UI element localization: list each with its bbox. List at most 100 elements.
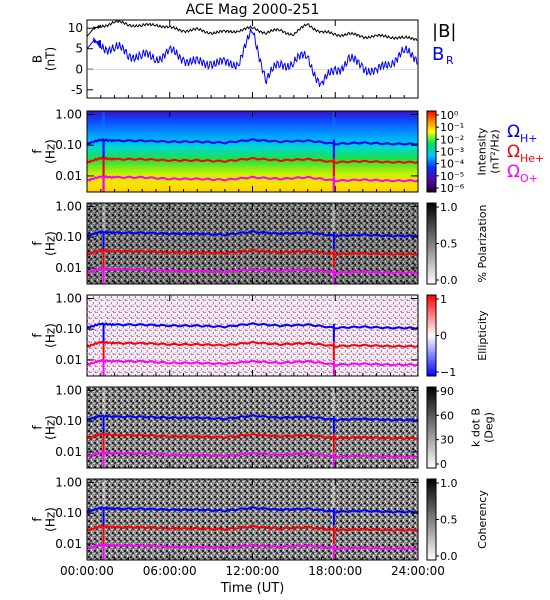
x-tick-label: 00:00:00 xyxy=(60,564,114,578)
gyro-curve-hplus xyxy=(86,230,419,238)
gyro-legend-subscript: O+ xyxy=(520,172,538,185)
y-tick-label: 0.10 xyxy=(55,322,82,336)
colorbar-tick-label: 30 xyxy=(440,434,454,447)
colorbar-polarization xyxy=(426,202,437,285)
colorbar-tick-label: 10⁻⁴ xyxy=(440,158,465,171)
gyro-curve-oplus xyxy=(86,543,419,551)
y-tick-label: -5 xyxy=(71,83,83,97)
colorbar-coherency xyxy=(426,478,437,561)
colorbar-tick-label: 0.5 xyxy=(440,514,458,527)
gyro-curve-hplus xyxy=(86,138,419,146)
intensity-colorbar-label: Intensity (nT²/Hz) xyxy=(476,127,502,175)
colorbar-intensity xyxy=(426,110,437,193)
ellipticity-colorbar-label-line: Ellipticity xyxy=(476,310,489,361)
polarization-colorbar-label-line: % Polarization xyxy=(476,205,489,283)
colorbar-tick-label: 10⁰ xyxy=(440,109,459,122)
y-tick-label: 1.00 xyxy=(55,108,82,122)
y-tick-label: 0.01 xyxy=(55,537,82,551)
polarization-y-label: f (Hz) xyxy=(31,231,58,256)
kdotb-colorbar-label: k dot B (Deg) xyxy=(470,408,496,447)
series-line-b-r xyxy=(86,28,418,88)
gyro-curve-oplus xyxy=(86,451,419,459)
field-y-label-line: B xyxy=(31,55,45,63)
y-tick-label: 0.01 xyxy=(55,261,82,275)
x-tick-label: 24:00:00 xyxy=(391,564,445,578)
y-tick-label: 0.10 xyxy=(55,414,82,428)
coherency-colorbar-label: Coherency xyxy=(476,490,489,549)
coherency-colorbar-label-line: Coherency xyxy=(476,490,489,549)
colorbar-tick-label: 10⁻¹ xyxy=(440,121,464,134)
intensity-y-label: f (Hz) xyxy=(31,139,58,164)
y-tick-label: 10 xyxy=(68,21,83,35)
gyro-curve-oplus xyxy=(86,359,419,367)
panel-ellipticity: 1.00 0.10 0.01 1 0 −1 xyxy=(55,292,456,379)
x-tick-label: 18:00:00 xyxy=(308,564,362,578)
field-panel-frame xyxy=(86,19,419,99)
y-tick-label: 0.01 xyxy=(55,445,82,459)
ellipticity-y-label-line: (Hz) xyxy=(44,323,58,348)
legend-b-r: B xyxy=(432,44,444,65)
gyro-legend-symbol: Ω xyxy=(507,162,520,182)
y-tick-label: 1.00 xyxy=(55,200,82,214)
y-tick-label: 1.00 xyxy=(55,292,82,306)
kdotb-y-label-line: (Hz) xyxy=(44,415,58,440)
panel-polarization: 1.00 0.10 0.01 1.0 0.5 0.0 xyxy=(55,200,457,287)
colorbar-tick-label: 60 xyxy=(440,409,454,422)
gyro-curve-heplus xyxy=(86,432,419,440)
coherency-y-label-line: (Hz) xyxy=(44,507,58,532)
panel-coherency: 1.00 0.10 0.01 1.0 0.5 0.0 xyxy=(55,476,457,563)
kdotb-colorbar-label-line: k dot B xyxy=(470,408,483,447)
polarization-colorbar-label: % Polarization xyxy=(476,205,489,283)
series-line-b-magnitude xyxy=(86,19,418,42)
gyro-legend-symbol: Ω xyxy=(507,122,520,142)
legend-b-magnitude: |B| xyxy=(432,21,456,42)
x-tick-label: 12:00:00 xyxy=(226,564,280,578)
y-tick-label: 0.10 xyxy=(55,230,82,244)
gyro-curve-heplus xyxy=(86,156,419,164)
colorbar-tick-label: 10⁻⁶ xyxy=(440,182,465,195)
colorbar-tick-label: 0.0 xyxy=(440,550,458,563)
polarization-y-label-line: (Hz) xyxy=(44,231,58,256)
colorbar-tick-label: 0 xyxy=(440,458,447,471)
ellipticity-colorbar-label: Ellipticity xyxy=(476,310,489,361)
intensity-y-label-line: f xyxy=(31,149,45,154)
y-tick-label: 0.01 xyxy=(55,353,82,367)
gyro-curve-oplus xyxy=(86,175,419,183)
gyro-curve-hplus xyxy=(86,322,419,330)
gyro-legend-symbol: Ω xyxy=(507,142,520,162)
field-y-label: B (nT) xyxy=(31,47,58,71)
y-tick-label: 1.00 xyxy=(55,384,82,398)
colorbar-tick-label: 10⁻² xyxy=(440,133,464,146)
y-tick-label: 0.10 xyxy=(55,138,82,152)
colorbar-tick-label: 1.0 xyxy=(440,201,458,214)
intensity-colorbar-label-line: (nT²/Hz) xyxy=(489,129,502,173)
y-tick-label: 0.01 xyxy=(55,169,82,183)
y-tick-label: 5 xyxy=(75,42,83,56)
gyro-curve-oplus xyxy=(86,267,419,275)
gyro-curve-heplus xyxy=(86,524,419,532)
colorbar-tick-label: 1.0 xyxy=(440,477,458,490)
coherency-y-label-line: f xyxy=(31,517,45,522)
x-tick-label: 06:00:00 xyxy=(143,564,197,578)
x-axis-label: Time (UT) xyxy=(220,581,285,596)
kdotb-y-label: f (Hz) xyxy=(31,415,58,440)
kdotb-colorbar-label-line: (Deg) xyxy=(483,412,496,443)
legend-b-r-subscript: R xyxy=(446,54,454,67)
colorbar-tick-label: 0.0 xyxy=(440,274,458,287)
colorbar-tick-label: 10⁻⁵ xyxy=(440,170,464,183)
gyro-legend-subscript: H+ xyxy=(520,132,538,145)
colorbar-kdotb xyxy=(426,386,437,469)
panel-kdotb: 1.00 0.10 0.01 90 60 30 0 xyxy=(55,384,454,471)
gyro-curve-heplus xyxy=(86,340,419,348)
gyro-legend-subscript: He+ xyxy=(520,152,544,165)
colorbar-ellipticity xyxy=(426,294,437,377)
ellipticity-y-label-line: f xyxy=(31,333,45,338)
coherency-y-label: f (Hz) xyxy=(31,507,58,532)
kdotb-y-label-line: f xyxy=(31,425,45,430)
y-tick-label: 0 xyxy=(75,62,83,76)
colorbar-tick-label: 10⁻³ xyxy=(440,146,464,159)
colorbar-tick-label: 0.5 xyxy=(440,238,458,251)
figure-title: ACE Mag 2000-251 xyxy=(186,2,320,18)
